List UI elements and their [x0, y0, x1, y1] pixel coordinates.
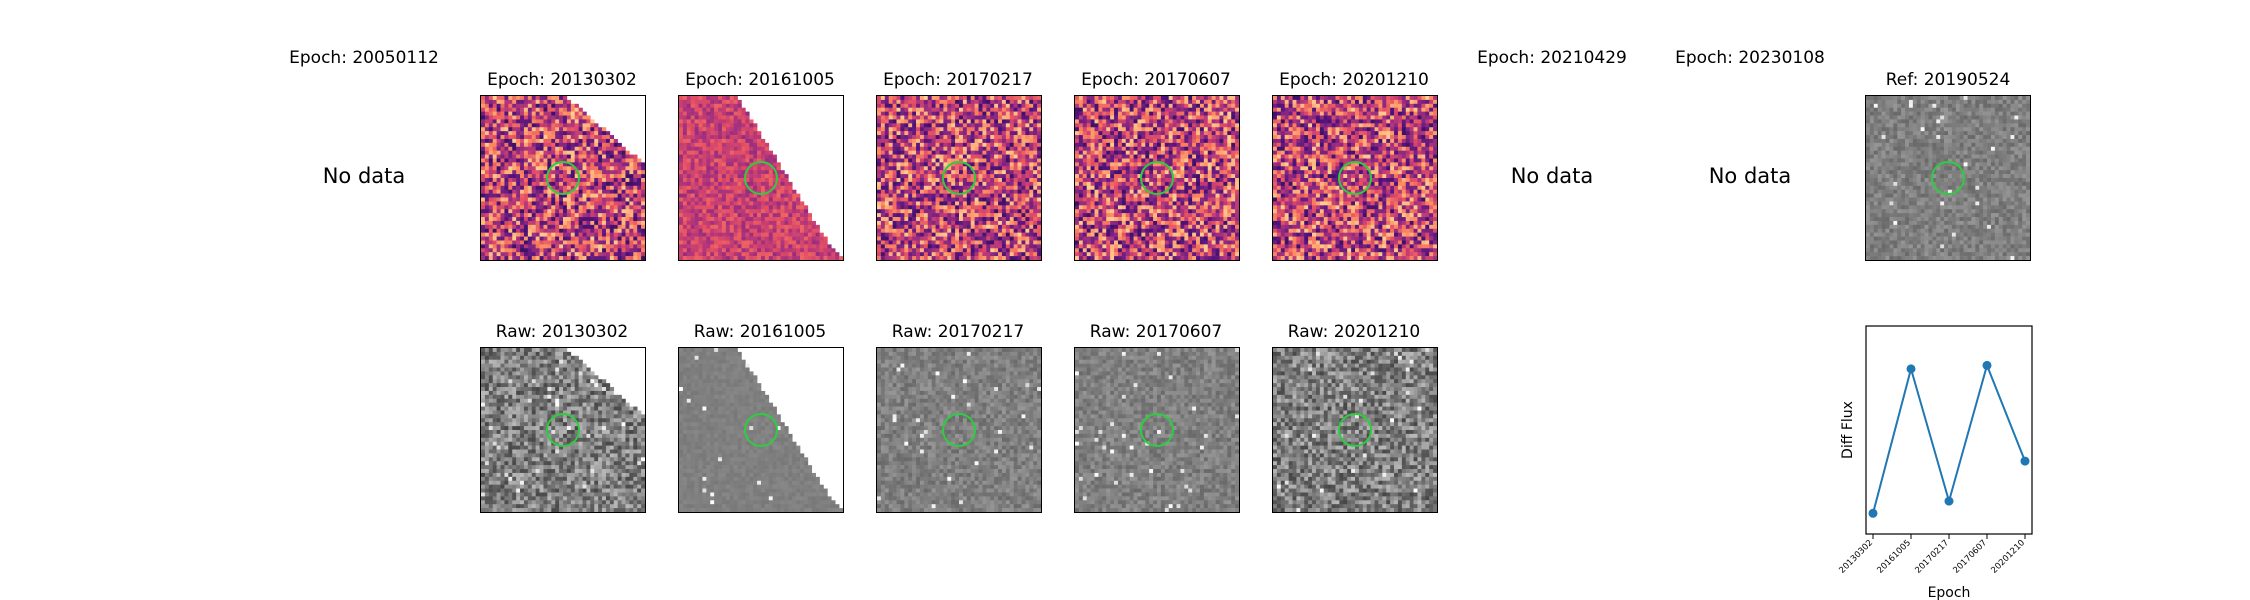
diff-image-20161005	[678, 95, 844, 261]
raw-title-20170217: Raw: 20170217	[891, 322, 1025, 342]
no-data-label-20050112: No data	[322, 164, 406, 188]
diff-image-20170607	[1074, 95, 1240, 261]
diff-image-20201210	[1272, 95, 1438, 261]
epoch-title-20050112: Epoch: 20050112	[289, 48, 439, 68]
no-data-label-20230108: No data	[1708, 164, 1792, 188]
x-tick-label: 20170607	[1951, 538, 1989, 576]
x-tick-label: 20201210	[1989, 538, 2027, 576]
epoch-title-20201210: Epoch: 20201210	[1279, 70, 1429, 90]
reference-title: Ref: 20190524	[1885, 70, 2011, 90]
diff-image-20130302	[480, 95, 646, 261]
raw-image-20170607	[1074, 347, 1240, 513]
raw-title-20161005: Raw: 20161005	[693, 322, 827, 342]
epoch-title-20170217: Epoch: 20170217	[883, 70, 1033, 90]
raw-image-20201210	[1272, 347, 1438, 513]
light-curve-line	[1872, 362, 2026, 514]
reference-image	[1865, 95, 2031, 261]
epoch-title-20210429: Epoch: 20210429	[1477, 48, 1627, 68]
raw-title-20130302: Raw: 20130302	[495, 322, 629, 342]
diff-image-20170217	[876, 95, 1042, 261]
x-tick-label: 20161005	[1875, 538, 1913, 576]
light-curve-point	[1868, 508, 1878, 518]
raw-title-20170607: Raw: 20170607	[1089, 322, 1223, 342]
raw-image-20130302	[480, 347, 646, 513]
no-data-label-20210429: No data	[1510, 164, 1594, 188]
epoch-title-20130302: Epoch: 20130302	[487, 70, 637, 90]
epoch-title-20170607: Epoch: 20170607	[1081, 70, 1231, 90]
epoch-title-20230108: Epoch: 20230108	[1675, 48, 1825, 68]
light-curve-point	[2020, 456, 2030, 466]
light-curve-point	[1906, 364, 1916, 374]
light-curve-point	[1982, 360, 1992, 370]
x-tick-label: 20130302	[1837, 538, 1875, 576]
x-tick-label: 20170217	[1913, 538, 1951, 576]
y-axis-label: Diff Flux	[1840, 401, 1856, 459]
epoch-title-20161005: Epoch: 20161005	[685, 70, 835, 90]
raw-image-20170217	[876, 347, 1042, 513]
x-axis-label: Epoch	[1928, 585, 1971, 600]
raw-image-20161005	[678, 347, 844, 513]
raw-title-20201210: Raw: 20201210	[1287, 322, 1421, 342]
light-curve-point	[1944, 496, 1954, 506]
